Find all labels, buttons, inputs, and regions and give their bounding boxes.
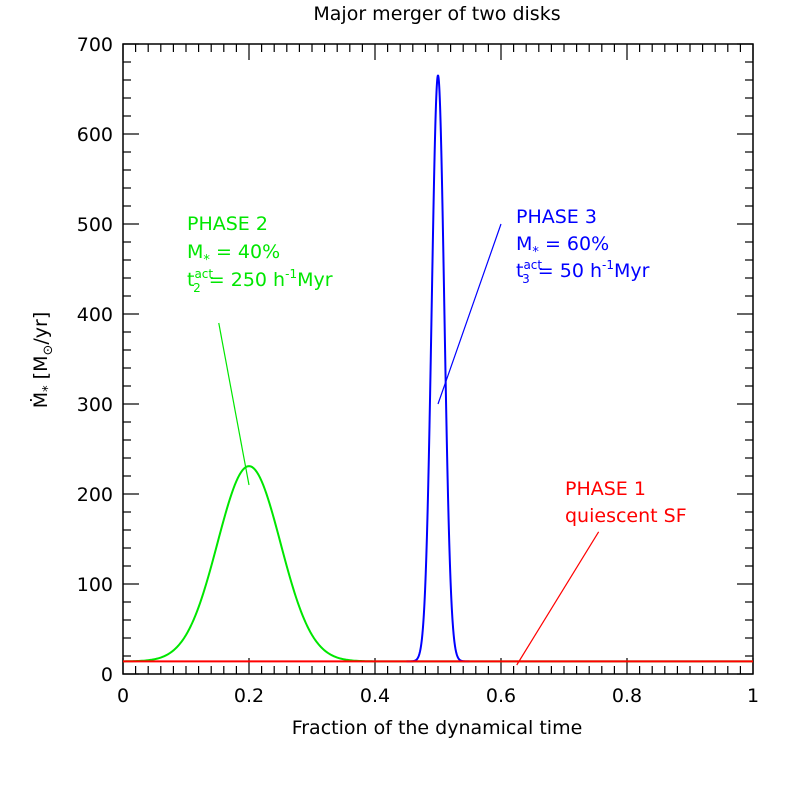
annotation-line: PHASE 1 <box>565 478 646 500</box>
y-axis-title: Ṁ* [M⊙/yr] <box>29 312 56 409</box>
annotation-line: PHASE 3 <box>516 206 597 228</box>
y-tick-label: 400 <box>77 304 113 326</box>
annotation-phase1: PHASE 1 quiescent SF <box>516 478 687 666</box>
chart-title: Major merger of two disks <box>313 3 560 25</box>
y-tick-label: 600 <box>77 124 113 146</box>
y-axis-title-unit-open: [M <box>30 356 52 386</box>
x-tick-label: 0.4 <box>360 685 390 707</box>
annotation-line: tact 2 = 250 h-1Myr <box>187 267 333 295</box>
annotations: PHASE 2 M* = 40%tact 2 = 250 h-1Myr PHASE 3… <box>187 206 687 666</box>
y-axis-title-sub: * <box>41 385 56 392</box>
annotation-phase3: PHASE 3 M* = 60%tact 3 = 50 h-1Myr <box>437 206 650 405</box>
annotation-pointer-phase2 <box>218 322 250 486</box>
series-line-phase3 <box>405 74 471 663</box>
x-tick-label: 0 <box>117 685 129 707</box>
series-lines <box>122 74 753 663</box>
y-axis-title-main: Ṁ <box>29 392 52 408</box>
annotation-line: PHASE 2 <box>187 213 268 235</box>
x-tick-label: 0.2 <box>234 685 264 707</box>
annotation-line: M* = 40% <box>187 241 280 268</box>
annotation-pointer-phase3 <box>437 223 502 405</box>
annotation-pointer-phase1 <box>516 531 600 666</box>
plot-frame <box>122 43 754 675</box>
annotation-phase2: PHASE 2 M* = 40%tact 2 = 250 h-1Myr <box>187 213 333 486</box>
y-tick-label: 700 <box>77 34 113 56</box>
y-tick-label: 100 <box>77 574 113 596</box>
y-tick-label: 500 <box>77 214 113 236</box>
annotation-line: quiescent SF <box>565 505 687 527</box>
x-tick-label: 0.8 <box>612 685 642 707</box>
x-axis-title: Fraction of the dynamical time <box>292 717 583 739</box>
y-axis-title-sun: ⊙ <box>41 345 56 356</box>
y-tick-label: 300 <box>77 394 113 416</box>
y-tick-label: 200 <box>77 484 113 506</box>
x-tick-label: 0.6 <box>486 685 516 707</box>
axis-ticks <box>122 43 754 675</box>
y-axis-title-unit-close: /yr] <box>30 312 52 345</box>
series-line-phase2 <box>122 465 753 663</box>
annotation-line: M* = 60% <box>516 233 609 260</box>
tick-labels: 0 0.2 0.4 0.6 0.8 1 0 100 200 300 400 500 600 700 <box>77 34 759 707</box>
y-tick-label: 0 <box>101 664 113 686</box>
x-tick-label: 1 <box>747 685 759 707</box>
annotation-line: tact 3 = 50 h-1Myr <box>516 258 650 286</box>
